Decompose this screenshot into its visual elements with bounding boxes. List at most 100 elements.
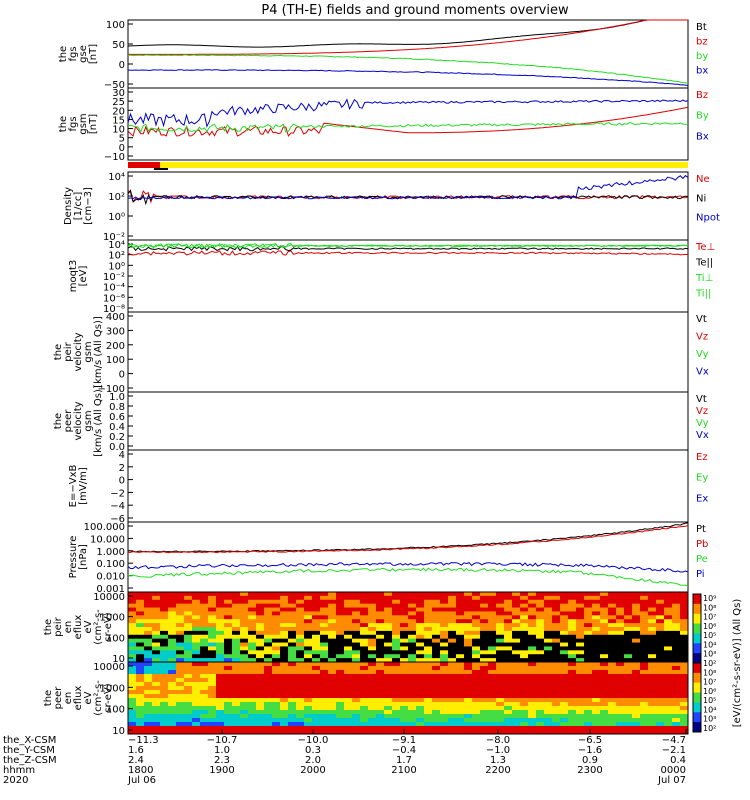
ylabel-line: [km/s (All Qs)]: [93, 385, 104, 457]
ytick-label: 10⁻⁴: [103, 283, 125, 294]
colorbar-tick: 10⁵: [703, 696, 716, 705]
legend-Pb: Pb: [696, 539, 708, 550]
legend-Vz: Vz: [696, 406, 708, 417]
xaxis-value: 2300: [577, 765, 602, 776]
colorbar-tick: 10⁸: [703, 668, 716, 677]
legend-Pi: Pi: [696, 569, 705, 580]
legend-Ti||: Ti||: [695, 289, 711, 300]
ytick-label: 10²: [108, 192, 125, 203]
series-Te||: [127, 245, 689, 252]
xaxis-value: Jul 07: [657, 775, 686, 786]
ytick-label: −10: [104, 152, 125, 163]
ylabel-line: peer: [53, 686, 64, 710]
ytick-label: −6: [110, 514, 125, 525]
ytick-label: 100: [106, 633, 125, 644]
ytick-label: 100: [106, 705, 125, 716]
ytick-label: 10: [112, 125, 125, 136]
legend-Vy: Vy: [696, 418, 709, 429]
ylabel-line: fgs: [68, 46, 79, 61]
series-bz: [128, 19, 688, 55]
ylabel: the peir en eflux eV (cm²-s-sr-eV): [43, 609, 114, 645]
legend-Ey: Ey: [696, 473, 708, 484]
status-bar-mark: [154, 168, 168, 170]
ytick-label: 10: [112, 726, 125, 737]
panel-frame: [127, 171, 689, 241]
legend-Ez: Ez: [696, 452, 708, 463]
xaxis-value: 0000: [661, 765, 686, 776]
series-Pb: [127, 525, 689, 554]
xaxis-value: 1.7: [396, 755, 412, 766]
ylabel-line: the: [43, 690, 54, 706]
legend-Vx: Vx: [696, 430, 709, 441]
xaxis-value: −2.1: [662, 745, 686, 756]
xaxis-value: −8.0: [486, 735, 510, 746]
ylabel-line: Density: [63, 187, 74, 225]
legend-Ne: Ne: [696, 174, 710, 185]
colorbar-tick: 10⁵: [703, 631, 716, 640]
series-bx: [127, 69, 689, 86]
ytick-label: 100: [106, 20, 125, 31]
ylabel-line: [km/s (All Qs)]: [93, 316, 104, 388]
legend-Te⊥: Te⊥: [695, 242, 715, 253]
ylabel-line: (cm²-s-: [93, 680, 104, 716]
ylabel-line: eV: [83, 620, 94, 633]
legend-Vt: Vt: [696, 394, 707, 405]
ytick-label: 10⁻⁸: [103, 304, 125, 315]
series-by: [128, 54, 688, 84]
series-Ti||: [127, 243, 689, 249]
ylabel: Pressure [nPa]: [68, 536, 89, 579]
xaxis-row-label: the_X-CSM: [3, 735, 56, 746]
legend-bz: bz: [696, 37, 708, 48]
xaxis-value: −9.1: [392, 735, 416, 746]
ytick-label: −50: [104, 80, 125, 91]
legend-By: By: [696, 111, 709, 122]
series-Pt: [127, 522, 689, 553]
ytick-label: 0: [119, 476, 125, 487]
xaxis-row-label: 2020: [3, 775, 28, 786]
legend-Ti⊥: Ti⊥: [695, 273, 713, 284]
ytick-label: −100: [98, 384, 125, 395]
series-Ni: [127, 189, 689, 206]
ylabel-line: gsm: [78, 113, 89, 134]
ylabel-line: Pressure: [68, 536, 79, 579]
ylabel-line: fgs: [68, 116, 79, 131]
xaxis-value: Jul 06: [127, 775, 156, 786]
legend-Vz: Vz: [696, 332, 708, 343]
ylabel-line: E=−VxB: [68, 465, 79, 508]
xaxis-value: 2.0: [305, 755, 321, 766]
xaxis-value: −1.6: [578, 745, 602, 756]
xaxis-value: −10.0: [298, 735, 329, 746]
ytick-label: 30: [112, 88, 125, 99]
ylabel: E=−VxB [mV/m]: [68, 465, 89, 508]
legend-bx: bx: [696, 66, 708, 77]
colorbar-tick: 10⁹: [703, 594, 716, 603]
ylabel-line: peir: [63, 341, 74, 361]
colorbar-tick: 10²: [703, 659, 716, 668]
ylabel-line: (cm²-s-: [93, 609, 104, 645]
ytick-label: 1000: [100, 683, 125, 694]
legend-Bz: Bz: [696, 90, 708, 101]
series-Pe: [127, 567, 689, 587]
ytick-label: 0: [119, 60, 125, 71]
ytick-label: 10⁻²: [103, 232, 125, 243]
xaxis-row-label: the_Y-CSM: [3, 745, 55, 756]
xaxis-value: 2000: [300, 765, 325, 776]
ytick-label: 10000: [93, 662, 125, 673]
xaxis-row-label: hhmm: [3, 765, 35, 776]
ytick-label: 100: [106, 355, 125, 366]
colorbar-tick: 10²: [703, 724, 716, 733]
ylabel-line: en: [63, 692, 74, 705]
colorbar-tick: 10³: [703, 715, 716, 724]
panel-frame: [127, 661, 689, 735]
plot-title: P4 (TH-E) fields and ground moments over…: [261, 3, 569, 18]
ylabel: the fgs gse [nT]: [58, 44, 99, 64]
xaxis-value: 2100: [391, 765, 416, 776]
xaxis-value: 2200: [485, 765, 510, 776]
series-By: [127, 122, 689, 133]
legend-Bx: Bx: [696, 131, 709, 142]
ylabel: the peer en eflux eV (cm²-s-sr-eV): [43, 680, 114, 716]
panel-peer-velocity: 1.00.80.60.40.20.0 the peer velocity gsm [km/…: [53, 385, 709, 457]
series-Te⊥: [127, 250, 689, 256]
xaxis-row-label: the_Z-CSM: [3, 755, 57, 766]
